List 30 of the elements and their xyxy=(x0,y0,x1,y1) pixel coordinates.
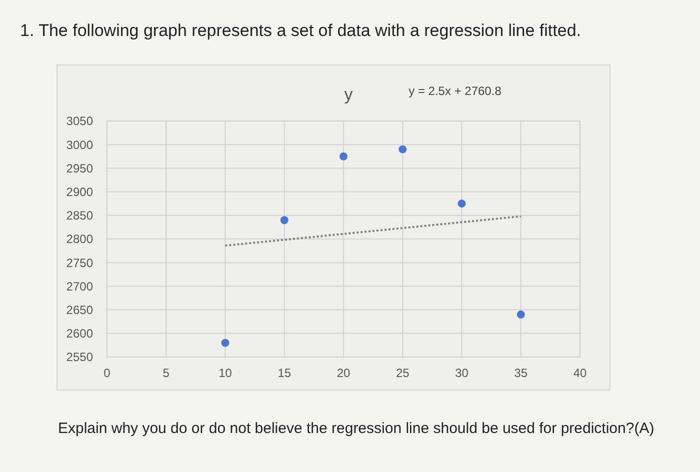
x-tick-label: 5 xyxy=(162,366,170,380)
y-tick-label: 2700 xyxy=(66,279,94,294)
point xyxy=(516,310,525,318)
y-tick-label: 2900 xyxy=(66,185,94,199)
point xyxy=(221,338,230,347)
x-tick-label: 35 xyxy=(514,366,528,380)
text: y = 2.5x + 2760.8 xyxy=(408,84,502,98)
x-tick-label: 40 xyxy=(573,366,587,380)
y-tick-label: 2750 xyxy=(66,256,94,270)
text: 1. The following graph represents a set of data with a regression line fitted. xyxy=(20,21,582,40)
x-tick-label: 15 xyxy=(278,366,292,380)
x-tick-label: 25 xyxy=(396,366,410,380)
x-tick-label: 20 xyxy=(336,366,350,380)
y-tick-label: 2650 xyxy=(66,303,94,317)
point xyxy=(280,216,288,224)
y-tick-label: 2550 xyxy=(66,350,94,364)
y-tick-label: 3000 xyxy=(66,138,94,152)
point xyxy=(398,145,407,154)
text: Explain why you do or do not believe the regression line should be used for prediction?(A) xyxy=(58,420,654,437)
y-tick-label: 2850 xyxy=(66,208,94,223)
chart-title: y xyxy=(344,85,354,104)
y-tick-label: 2800 xyxy=(66,232,94,246)
x-tick-label: 30 xyxy=(455,366,469,380)
y-tick-label: 3050 xyxy=(66,114,94,128)
x-tick-label: 10 xyxy=(218,366,232,380)
x-tick-label: 0 xyxy=(104,366,111,380)
point xyxy=(340,152,348,160)
y-tick-label: 2950 xyxy=(66,161,94,176)
point xyxy=(458,200,466,208)
y-tick-label: 2600 xyxy=(66,326,94,341)
